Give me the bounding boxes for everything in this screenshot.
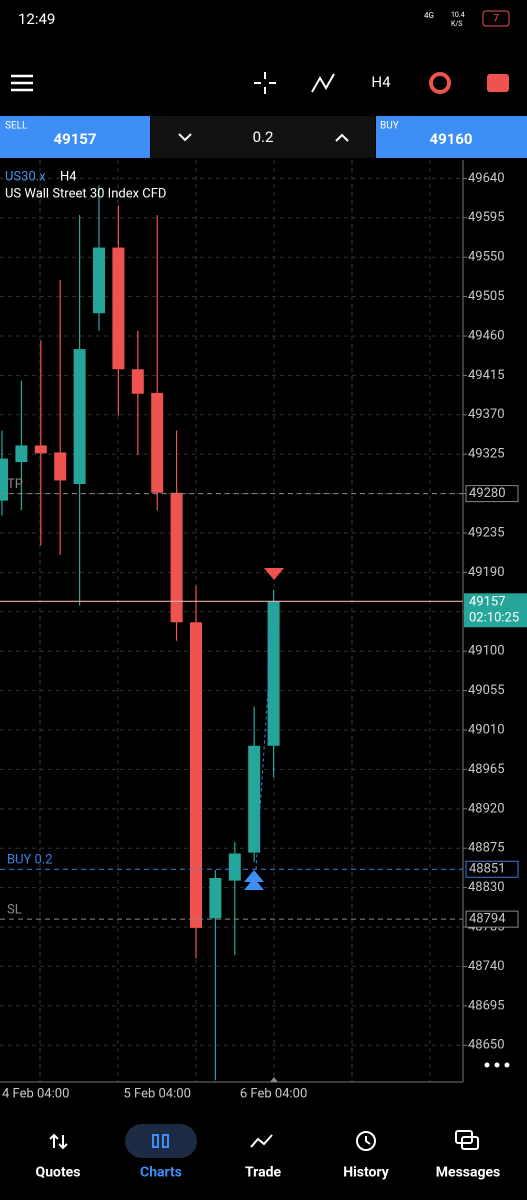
y-tick-label: 49550	[468, 250, 505, 265]
level-value: 49280	[469, 486, 506, 501]
x-tick-label: 5 Feb 04:00	[124, 1086, 191, 1101]
nav-tab[interactable]: Quotes	[36, 1165, 81, 1181]
candle-body	[209, 877, 222, 919]
candle-body	[54, 452, 67, 481]
y-tick-label: 49010	[468, 722, 505, 737]
y-tick-label: 48695	[468, 998, 505, 1013]
buy-connector	[255, 601, 275, 870]
x-tick-label: 6 Feb 04:00	[240, 1086, 307, 1101]
candle-body	[190, 622, 202, 928]
crosshair-button[interactable]	[254, 72, 276, 94]
nav-tab[interactable]: History	[343, 1165, 389, 1181]
x-tick-label: 4 Feb 04:00	[2, 1086, 69, 1101]
menu-button[interactable]	[11, 74, 33, 92]
speed: 10.4	[451, 11, 465, 19]
y-tick-label: 49235	[468, 525, 505, 540]
sell-button[interactable]	[0, 116, 150, 158]
candle-body	[112, 247, 125, 370]
y-tick-label: 48830	[468, 880, 505, 895]
candle-body	[267, 601, 280, 746]
timeframe-button[interactable]: H4	[371, 73, 391, 91]
y-tick-label: 49370	[468, 407, 505, 422]
y-tick-label: 49190	[468, 565, 505, 580]
y-tick-label: 48965	[468, 762, 505, 777]
bid-value: 49157	[469, 595, 506, 610]
nav-tab[interactable]: Trade	[245, 1165, 281, 1181]
indicators-button[interactable]	[311, 73, 335, 93]
y-tick-label: 49595	[468, 210, 505, 225]
clock: 12:49	[18, 10, 55, 28]
y-tick-label: 49460	[468, 328, 505, 343]
objects-button[interactable]	[429, 72, 451, 94]
speed-unit: K/S	[451, 20, 462, 28]
level-value: 48851	[469, 862, 506, 877]
sell-label: SELL	[5, 121, 28, 132]
nav-icons	[49, 1130, 479, 1151]
level-value: 48794	[469, 912, 506, 927]
candle-body	[248, 745, 261, 853]
y-tick-label: 48740	[468, 959, 505, 974]
y-tick-label: 48650	[468, 1038, 505, 1053]
candle-body	[131, 369, 144, 394]
volume-up[interactable]	[335, 133, 349, 142]
active-tab-highlight	[125, 1124, 197, 1158]
symbol: US30.x	[5, 169, 46, 184]
y-tick-label: 49055	[468, 683, 505, 698]
symbol-description: US Wall Street 30 Index CFD	[5, 186, 166, 201]
y-tick-label: 49415	[468, 368, 505, 383]
y-tick-label: 49505	[468, 289, 505, 304]
volume-down[interactable]	[178, 133, 192, 142]
candle-body	[228, 853, 241, 881]
candle-body	[73, 349, 86, 484]
candle-body	[0, 458, 8, 501]
y-tick-label: 49640	[468, 171, 505, 186]
bid-countdown: 02:10:25	[469, 611, 519, 626]
candle-body	[151, 392, 164, 493]
battery: 7	[493, 14, 499, 25]
chart-timeframe: H4	[60, 169, 77, 184]
sell-price: 49157	[53, 130, 96, 148]
charts-icon	[152, 1134, 169, 1148]
nav-tab[interactable]: Messages	[436, 1165, 500, 1181]
buy-button[interactable]	[376, 116, 527, 158]
level-box	[465, 860, 519, 878]
y-tick-label: 48875	[468, 841, 505, 856]
scroll-marker	[270, 1077, 278, 1082]
candle-body	[170, 492, 183, 623]
level-label: BUY 0.2	[7, 853, 53, 868]
buy-label: BUY	[380, 121, 399, 132]
battery-icon	[482, 10, 510, 27]
level-label: TP	[7, 477, 23, 492]
level-label: SL	[7, 903, 22, 918]
y-tick-label: 49100	[468, 644, 505, 659]
trade-button[interactable]	[487, 74, 509, 92]
candle-body	[93, 247, 105, 314]
more-button[interactable]	[484, 1062, 510, 1068]
level-box	[465, 485, 519, 503]
bid-box	[464, 593, 527, 628]
level-box	[465, 910, 519, 928]
buy-marker	[244, 870, 264, 890]
sell-marker	[264, 568, 284, 580]
network: 4G	[424, 11, 434, 20]
candle-body	[15, 445, 28, 463]
nav-tab[interactable]: Charts	[140, 1165, 182, 1181]
volume[interactable]: 0.2	[253, 128, 274, 146]
buy-price: 49160	[429, 130, 472, 148]
y-tick-label: 48920	[468, 801, 505, 816]
candle-body	[34, 445, 47, 454]
y-tick-label: 49325	[468, 447, 505, 462]
